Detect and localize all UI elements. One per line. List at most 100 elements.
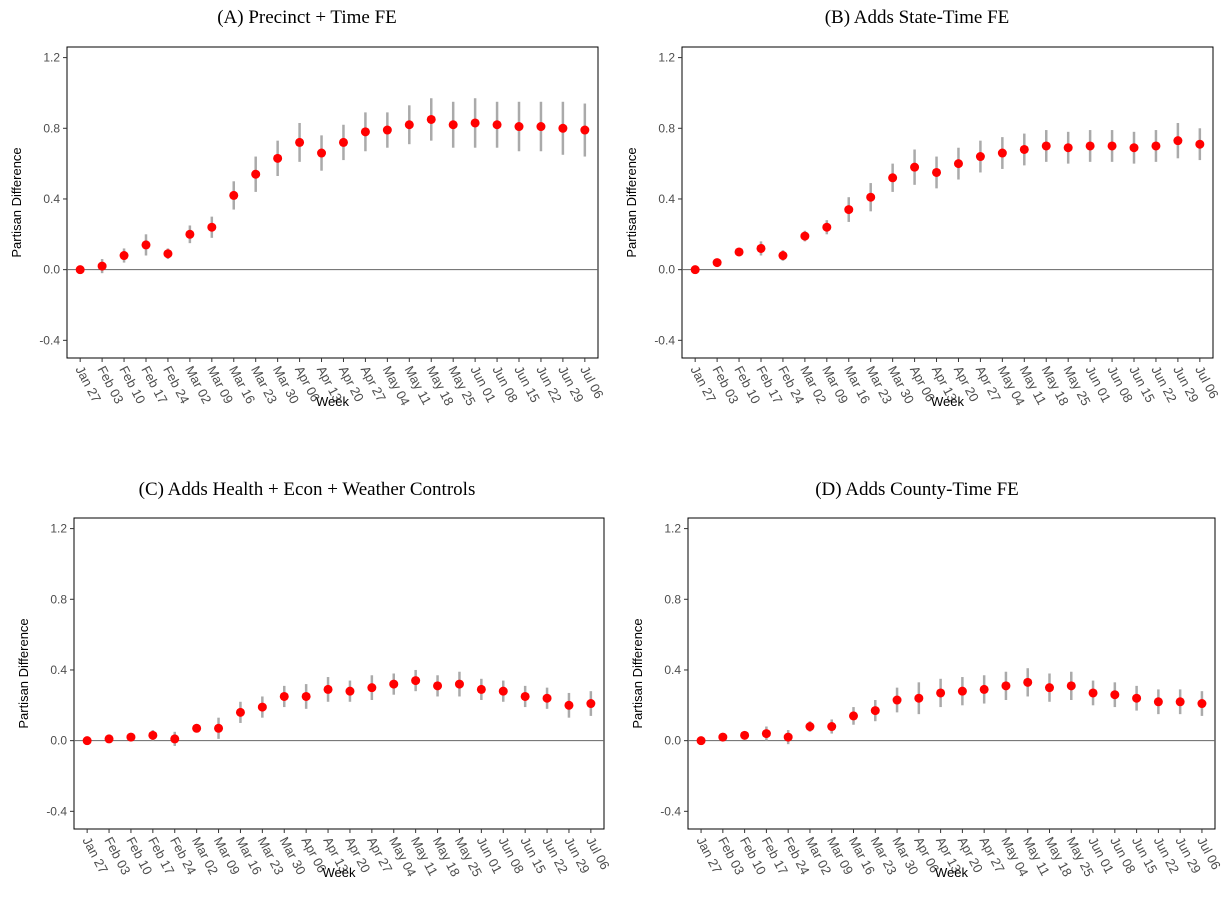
point [301, 691, 311, 701]
point [997, 148, 1007, 158]
point [141, 240, 151, 250]
point [718, 732, 728, 742]
point [1153, 697, 1163, 707]
point [734, 247, 744, 257]
point [536, 122, 546, 132]
point [1063, 143, 1073, 153]
plot-panel [73, 517, 605, 830]
y-tick-label: 0.4 [664, 663, 681, 677]
y-tick-label: 0.4 [658, 192, 675, 206]
y-tick-label: 0.0 [664, 734, 681, 748]
point [273, 153, 283, 163]
y-tick-label: -0.4 [39, 333, 60, 347]
point [888, 173, 898, 183]
point [192, 723, 202, 733]
y-axis-label: Partisan Difference [16, 618, 31, 728]
point [97, 261, 107, 271]
point [207, 222, 217, 232]
panel-title: (A) Precinct + Time FE [217, 7, 397, 28]
point [696, 736, 706, 746]
y-axis-label: Partisan Difference [624, 147, 639, 257]
point [849, 711, 859, 721]
x-axis-label: Week [316, 394, 349, 409]
point [870, 706, 880, 716]
point [126, 732, 136, 742]
panel-title: (C) Adds Health + Econ + Weather Control… [139, 479, 476, 500]
point [214, 723, 224, 733]
point [119, 251, 129, 261]
x-axis-label: Week [323, 865, 356, 880]
point [1195, 139, 1205, 149]
y-tick-label: 0.0 [43, 263, 60, 277]
point [690, 265, 700, 275]
point [783, 732, 793, 742]
point [1044, 683, 1054, 693]
point [448, 120, 458, 130]
y-tick-label: -0.4 [660, 804, 681, 818]
point [1023, 677, 1033, 687]
point [476, 684, 486, 694]
y-tick-label: 0.8 [43, 121, 60, 135]
point [1175, 697, 1185, 707]
point [586, 699, 596, 709]
point [257, 702, 267, 712]
point [756, 243, 766, 253]
point [866, 192, 876, 202]
y-tick-label: 0.8 [664, 592, 681, 606]
point [104, 734, 114, 744]
point [163, 249, 173, 259]
point [345, 686, 355, 696]
point [975, 152, 985, 162]
point [1066, 681, 1076, 691]
point [229, 190, 239, 200]
point [936, 688, 946, 698]
point [844, 205, 854, 215]
y-tick-label: 0.4 [43, 192, 60, 206]
y-tick-label: 1.2 [664, 522, 681, 536]
y-tick-label: 1.2 [43, 51, 60, 65]
y-axis-label: Partisan Difference [9, 147, 24, 257]
point [805, 722, 815, 732]
point [170, 734, 180, 744]
point [953, 159, 963, 169]
y-tick-label: -0.4 [46, 804, 67, 818]
point [827, 722, 837, 732]
point [778, 251, 788, 261]
point [1107, 141, 1117, 151]
point [1151, 141, 1161, 151]
point [82, 736, 92, 746]
point [295, 137, 305, 147]
point [914, 693, 924, 703]
point [1088, 688, 1098, 698]
point [564, 700, 574, 710]
point [892, 695, 902, 705]
point [404, 120, 414, 130]
point [382, 125, 392, 135]
point [514, 122, 524, 132]
point [1132, 693, 1142, 703]
point [800, 231, 810, 241]
point [740, 730, 750, 740]
point [542, 693, 552, 703]
point [1129, 143, 1139, 153]
point [426, 114, 436, 124]
y-tick-label: -0.4 [654, 333, 675, 347]
y-tick-label: 0.8 [50, 592, 67, 606]
point [1110, 690, 1120, 700]
x-axis-label: Week [935, 865, 968, 880]
panel-title: (D) Adds County-Time FE [815, 479, 1019, 500]
point [957, 686, 967, 696]
point [185, 229, 195, 239]
point [1019, 144, 1029, 154]
y-tick-label: 1.2 [50, 522, 67, 536]
plot-panel [66, 46, 599, 359]
point [520, 691, 530, 701]
y-tick-label: 0.4 [50, 663, 67, 677]
point [558, 123, 568, 133]
y-tick-label: 0.0 [50, 734, 67, 748]
point [979, 684, 989, 694]
y-tick-label: 1.2 [658, 51, 675, 65]
